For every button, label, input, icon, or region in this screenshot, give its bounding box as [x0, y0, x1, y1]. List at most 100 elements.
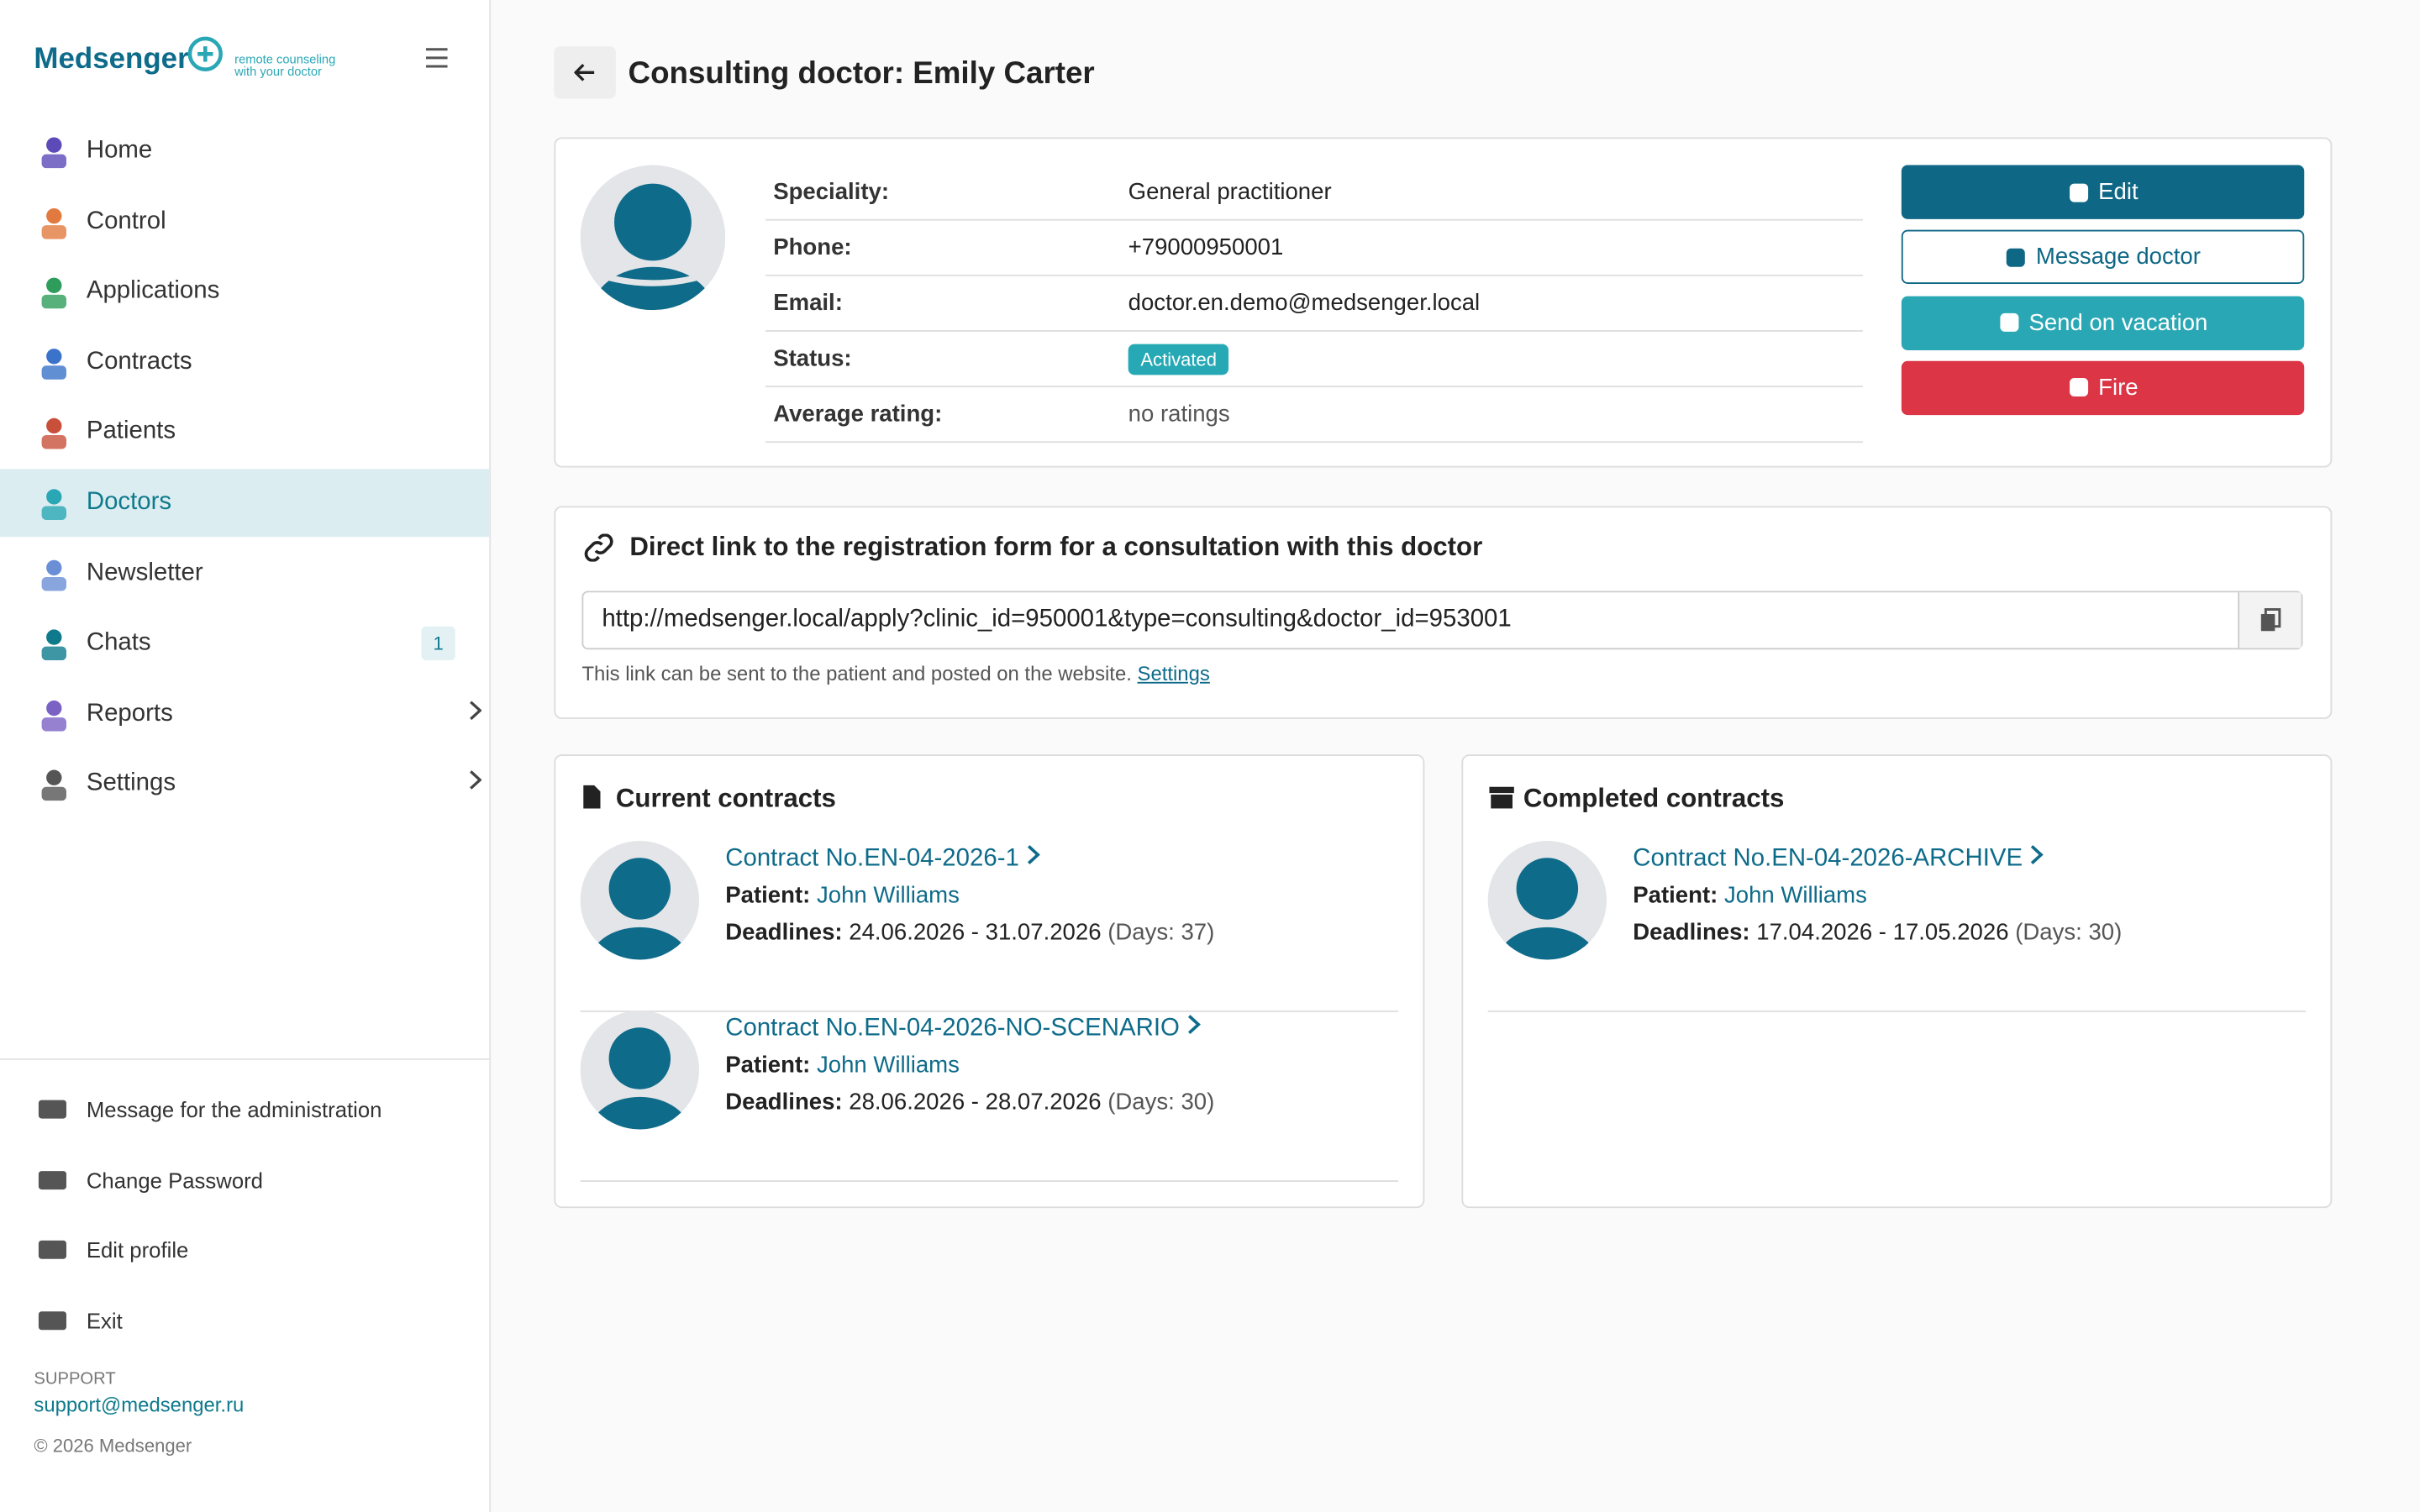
profile-row: Average rating: no ratings — [765, 387, 1863, 444]
tagline: remote counseling with your doctor — [234, 52, 336, 79]
menu-icon — [41, 207, 66, 239]
menu-label: Control — [86, 207, 166, 234]
page-title: Consulting doctor: Emily Carter — [628, 56, 1095, 92]
deadline-days: (Days: 37) — [1107, 919, 1215, 946]
footer-label: Message for the administration — [86, 1096, 382, 1122]
patient-line: Patient: John Williams — [725, 1053, 960, 1079]
menu-label: Contracts — [86, 348, 192, 375]
footer-link[interactable]: Change Password — [37, 1166, 263, 1194]
patient-label: Patient: — [1633, 882, 1718, 909]
menu-item[interactable]: Applications — [0, 258, 489, 326]
footer-link[interactable]: Message for the administration — [37, 1095, 381, 1123]
button-label: Message doctor — [2035, 244, 2201, 270]
deadlines-label: Deadlines: — [1633, 919, 1750, 946]
chevron — [432, 701, 497, 728]
deadline-dates: 17.04.2026 - 17.05.2026 — [1756, 919, 2009, 946]
tagline-line: with your doctor — [234, 65, 322, 79]
menu-label: Reports — [86, 700, 173, 727]
menu-label: Home — [86, 137, 153, 164]
contract-title: Contract No.EN-04-2026-NO-SCENARIO — [725, 1015, 1180, 1042]
menu-item[interactable]: Control — [0, 187, 489, 255]
menu-item[interactable]: Contracts — [0, 328, 489, 396]
footer-link[interactable]: Edit profile — [37, 1236, 188, 1264]
button-icon — [1999, 313, 2018, 333]
menu-item[interactable]: Settings — [0, 750, 489, 818]
menu-label: Applications — [86, 277, 220, 305]
chevron — [432, 770, 497, 798]
profile-row: Email: doctor.en.demo@medsenger.local — [765, 276, 1863, 332]
deadlines-line: Deadlines: 17.04.2026 - 17.05.2026 (Days… — [1633, 920, 2122, 946]
footer-icon — [38, 1241, 66, 1260]
copy-button[interactable] — [2238, 592, 2302, 648]
row-label: Average rating: — [773, 401, 943, 428]
contract-link[interactable]: Contract No.EN-04-2026-NO-SCENARIO — [725, 1014, 1201, 1043]
footer-icon — [38, 1311, 66, 1331]
footer-label: Change Password — [86, 1167, 263, 1193]
link-input[interactable]: http://medsenger.local/apply?clinic_id=9… — [581, 591, 2303, 650]
settings-link[interactable]: Settings — [1137, 661, 1210, 685]
patient-avatar — [580, 1011, 700, 1130]
card-title: Current contracts — [615, 784, 836, 813]
deadline-dates: 24.06.2026 - 31.07.2026 — [849, 919, 1102, 946]
status-badge: Activated — [1128, 344, 1229, 375]
menu-label: Settings — [86, 770, 176, 797]
logo-icon — [187, 36, 223, 71]
contract-link[interactable]: Contract No.EN-04-2026-ARCHIVE — [1633, 844, 2044, 874]
action-button[interactable]: Edit — [1901, 165, 2305, 219]
profile-row: Speciality: General practitioner — [765, 165, 1863, 221]
completed-contracts: Completed contracts Contract No.EN-04-202… — [1461, 754, 2333, 1209]
menu-toggle[interactable] — [425, 48, 448, 68]
menu-icon — [41, 559, 66, 591]
button-icon — [2069, 378, 2088, 397]
menu-item[interactable]: Home — [0, 118, 489, 186]
button-label: Fire — [2098, 375, 2139, 402]
button-label: Send on vacation — [2028, 309, 2208, 336]
patient-name[interactable]: John Williams — [1723, 882, 1867, 909]
patient-name[interactable]: John Williams — [816, 1052, 960, 1079]
action-button[interactable]: Send on vacation — [1901, 295, 2305, 350]
menu-item[interactable]: Newsletter — [0, 539, 489, 607]
patient-label: Patient: — [725, 882, 811, 909]
button-icon — [2069, 182, 2088, 202]
menu-item[interactable]: Doctors — [0, 469, 490, 538]
menu-item[interactable]: Chats 1 — [0, 610, 489, 678]
copy-icon — [2260, 608, 2281, 632]
footer-icon — [38, 1100, 66, 1119]
menu-label: Chats — [86, 629, 151, 656]
menu-icon — [41, 137, 66, 169]
deadlines-line: Deadlines: 28.06.2026 - 28.07.2026 (Days… — [725, 1089, 1214, 1116]
row-value: no ratings — [1128, 402, 1230, 428]
footer-link[interactable]: Exit — [37, 1307, 123, 1335]
card-icon — [1488, 784, 1516, 819]
deadlines-label: Deadlines: — [725, 1089, 843, 1116]
divider — [0, 1058, 490, 1060]
deadlines-label: Deadlines: — [725, 919, 843, 946]
tagline-line: remote counseling — [234, 52, 336, 66]
note-text: This link can be sent to the patient and… — [581, 661, 1132, 685]
action-button[interactable]: Message doctor — [1901, 230, 2305, 285]
action-button[interactable]: Fire — [1901, 360, 2305, 415]
chevron-icon — [2030, 845, 2044, 865]
menu-icon — [41, 277, 66, 309]
back-icon — [574, 63, 595, 81]
row-label: Phone: — [773, 234, 852, 261]
chevron-icon — [1187, 1015, 1201, 1035]
menu-item[interactable]: Reports — [0, 680, 489, 748]
card-icon — [581, 784, 608, 819]
patient-avatar — [1487, 841, 1607, 960]
menu-label: Doctors — [86, 489, 172, 516]
patient-name[interactable]: John Williams — [816, 882, 960, 909]
menu-label: Newsletter — [86, 559, 203, 586]
contracts-icon — [583, 785, 601, 809]
contract-link[interactable]: Contract No.EN-04-2026-1 — [725, 844, 1040, 874]
row-label: Speciality: — [773, 179, 890, 206]
menu-icon — [41, 348, 66, 380]
deadline-days: (Days: 30) — [1107, 1089, 1215, 1116]
link-note: This link can be sent to the patient and… — [581, 662, 1209, 685]
value-text: doctor.en.demo@medsenger.local — [1128, 290, 1481, 317]
back-button[interactable] — [554, 46, 616, 99]
menu-item[interactable]: Patients — [0, 399, 489, 467]
footer-icon — [38, 1170, 66, 1189]
support-email[interactable]: support@medsenger.ru — [34, 1393, 245, 1417]
chevron-icon — [470, 770, 482, 790]
